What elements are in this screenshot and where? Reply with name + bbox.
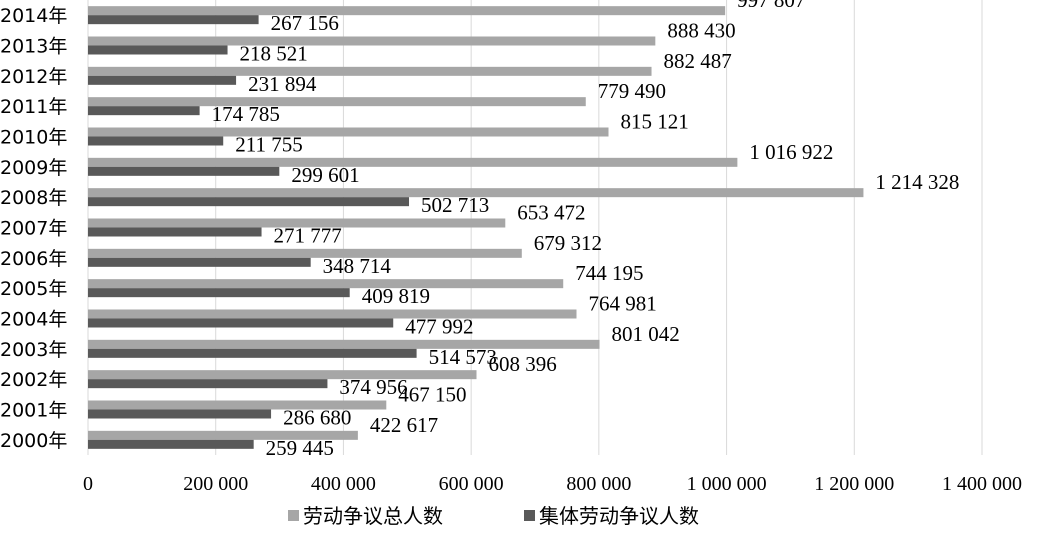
category-label: 2009年 — [0, 157, 67, 179]
category-label: 2013年 — [0, 36, 67, 58]
data-label-total: 882 487 — [664, 49, 732, 73]
data-label-total: 801 042 — [612, 322, 680, 346]
bar-total-disputes — [88, 157, 738, 167]
bars — [88, 6, 864, 449]
category-label: 2003年 — [0, 339, 67, 361]
bar-collective-disputes — [88, 439, 254, 449]
bar-collective-disputes — [88, 257, 311, 267]
data-label-collective: 286 680 — [283, 406, 351, 430]
bar-collective-disputes — [88, 166, 280, 176]
category-label: 2014年 — [0, 5, 67, 27]
bar-total-disputes — [88, 309, 577, 319]
data-label-collective: 502 713 — [421, 193, 489, 217]
bar-total-disputes — [88, 97, 586, 107]
bar-total-disputes — [88, 339, 600, 349]
legend-label: 劳动争议总人数 — [303, 504, 443, 528]
data-label-collective: 231 894 — [248, 72, 317, 96]
data-label-total: 744 195 — [575, 261, 643, 285]
data-label-total: 467 150 — [398, 383, 466, 407]
bar-total-disputes — [88, 279, 564, 289]
bar-collective-disputes — [88, 379, 328, 389]
data-label-collective: 259 445 — [266, 436, 334, 460]
category-label: 2001年 — [0, 400, 67, 422]
category-label: 2004年 — [0, 309, 67, 331]
data-label-collective: 174 785 — [212, 102, 280, 126]
category-label: 2000年 — [0, 430, 67, 452]
legend-label: 集体劳动争议人数 — [539, 504, 699, 528]
data-labels: 997 807 267 156 888 430 218 521 882 487 231 8… — [212, 0, 960, 460]
bar-total-disputes — [88, 370, 477, 380]
bar-total-disputes — [88, 400, 387, 410]
data-label-total: 1 016 922 — [749, 140, 833, 164]
bar-collective-disputes — [88, 227, 262, 237]
data-label-total: 679 312 — [534, 231, 602, 255]
bar-collective-disputes — [88, 106, 200, 116]
category-label: 2012年 — [0, 66, 67, 88]
x-tick-label: 400 000 — [311, 473, 376, 495]
data-label-total: 997 807 — [737, 0, 805, 12]
x-tick-label: 1 200 000 — [814, 473, 894, 495]
bar-collective-disputes — [88, 45, 228, 55]
legend-swatch — [288, 510, 299, 521]
legend: 劳动争议总人数 集体劳动争议人数 — [288, 504, 699, 528]
bar-collective-disputes — [88, 318, 394, 328]
category-label: 2005年 — [0, 278, 67, 300]
bar-collective-disputes — [88, 75, 237, 85]
bar-total-disputes — [88, 218, 506, 228]
bar-collective-disputes — [88, 348, 417, 358]
bar-total-disputes — [88, 127, 609, 137]
category-label: 2011年 — [0, 96, 67, 118]
x-tick-label: 1 400 000 — [942, 473, 1022, 495]
data-label-total: 815 121 — [621, 110, 689, 134]
category-label: 2008年 — [0, 187, 67, 209]
data-label-collective: 271 777 — [274, 224, 342, 248]
x-tick-label: 200 000 — [183, 473, 248, 495]
data-label-collective: 477 992 — [405, 315, 473, 339]
x-tick-label: 0 — [83, 473, 93, 495]
data-label-collective: 374 956 — [339, 375, 407, 399]
bar-collective-disputes — [88, 15, 259, 25]
data-label-total: 779 490 — [598, 79, 666, 103]
bar-collective-disputes — [88, 288, 350, 298]
bar-collective-disputes — [88, 197, 410, 207]
bar-collective-disputes — [88, 136, 224, 146]
data-label-collective: 409 819 — [362, 284, 430, 308]
x-tick-labels: 0 200 000 400 000 600 000 800 000 1 000 000 1 … — [83, 473, 1022, 495]
data-label-collective: 514 573 — [429, 345, 497, 369]
legend-swatch — [524, 510, 535, 521]
data-label-total: 422 617 — [370, 413, 438, 437]
bar-total-disputes — [88, 6, 726, 16]
category-label: 2006年 — [0, 248, 67, 270]
bar-total-disputes — [88, 66, 652, 76]
data-label-total: 1 214 328 — [875, 170, 959, 194]
category-labels: 2014年 2013年 2012年 2011年 2010年 2009年 2008年 2007年… — [0, 5, 67, 452]
bar-total-disputes — [88, 248, 522, 258]
data-label-collective: 299 601 — [291, 163, 359, 187]
bar-total-disputes — [88, 36, 656, 46]
data-label-collective: 267 156 — [271, 11, 339, 35]
category-label: 2010年 — [0, 127, 67, 149]
category-label: 2002年 — [0, 369, 67, 391]
bar-collective-disputes — [88, 409, 272, 419]
x-tick-label: 1 000 000 — [687, 473, 767, 495]
x-tick-label: 800 000 — [566, 473, 631, 495]
data-label-total: 608 396 — [489, 352, 557, 376]
bar-total-disputes — [88, 188, 864, 198]
data-label-collective: 218 521 — [240, 42, 308, 66]
data-label-total: 764 981 — [588, 292, 656, 316]
data-label-total: 888 430 — [667, 19, 735, 43]
bar-total-disputes — [88, 430, 358, 440]
x-tick-label: 600 000 — [439, 473, 504, 495]
data-label-collective: 211 755 — [235, 133, 302, 157]
data-label-collective: 348 714 — [323, 254, 392, 278]
category-label: 2007年 — [0, 218, 67, 240]
data-label-total: 653 472 — [517, 201, 585, 225]
